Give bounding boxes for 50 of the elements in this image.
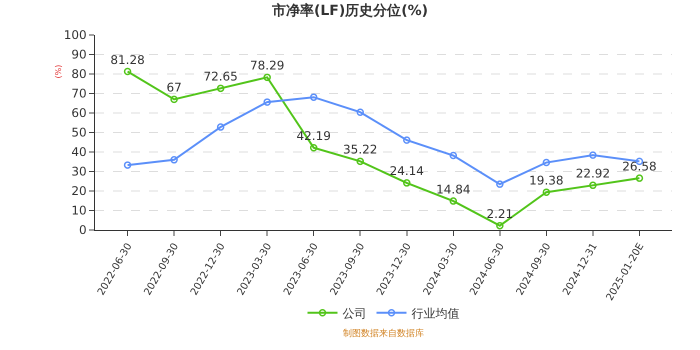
point — [403, 136, 411, 144]
y-tick-label: 20 — [71, 184, 87, 198]
point — [542, 188, 550, 196]
point — [216, 84, 224, 92]
point — [496, 222, 504, 230]
point — [636, 174, 644, 182]
y-tick-label: 0 — [78, 223, 87, 238]
data-label: 22.92 — [576, 166, 610, 181]
y-tick-label: 100 — [64, 28, 87, 42]
chart-title: 市净率(LF)历史分位(%) — [270, 2, 428, 20]
data-label: 67 — [166, 80, 182, 95]
point — [170, 156, 178, 164]
point — [170, 96, 178, 104]
point — [450, 152, 458, 160]
y-tick-label: 50 — [71, 126, 87, 140]
data-label: 2.21 — [486, 206, 514, 221]
data-label: 19.38 — [529, 173, 564, 188]
y-tick-label: 80 — [71, 67, 87, 82]
y-tick-label: 40 — [71, 145, 87, 160]
point — [310, 144, 318, 152]
point — [263, 74, 271, 82]
y-tick-label: 30 — [71, 164, 87, 179]
data-label: 78.29 — [250, 58, 284, 73]
legend-label: 公司 — [342, 306, 366, 320]
data-label: 81.28 — [110, 52, 145, 67]
y-tick-label: 60 — [71, 106, 87, 120]
point — [124, 68, 132, 76]
point — [124, 161, 132, 169]
point — [356, 108, 364, 116]
point — [403, 179, 411, 187]
point — [450, 197, 458, 205]
y-axis-title: (%) — [54, 64, 63, 79]
y-tick-label: 70 — [71, 86, 87, 101]
data-label: 24.14 — [390, 164, 424, 178]
point — [356, 158, 364, 166]
data-label: 26.58 — [622, 159, 657, 174]
point — [263, 98, 271, 106]
y-tick-label: 90 — [71, 48, 87, 62]
y-tick-label: 10 — [71, 204, 87, 218]
point — [589, 151, 597, 159]
legend-label: 行业均值 — [412, 306, 460, 320]
point — [216, 123, 224, 131]
data-label: 72.65 — [203, 70, 238, 84]
point — [542, 158, 550, 166]
data-label: 14.84 — [436, 182, 470, 196]
text: 制图数据来自数据库 — [343, 328, 424, 339]
data-label: 35.22 — [343, 142, 378, 157]
point — [589, 182, 597, 190]
point — [310, 93, 318, 101]
point — [496, 180, 504, 188]
